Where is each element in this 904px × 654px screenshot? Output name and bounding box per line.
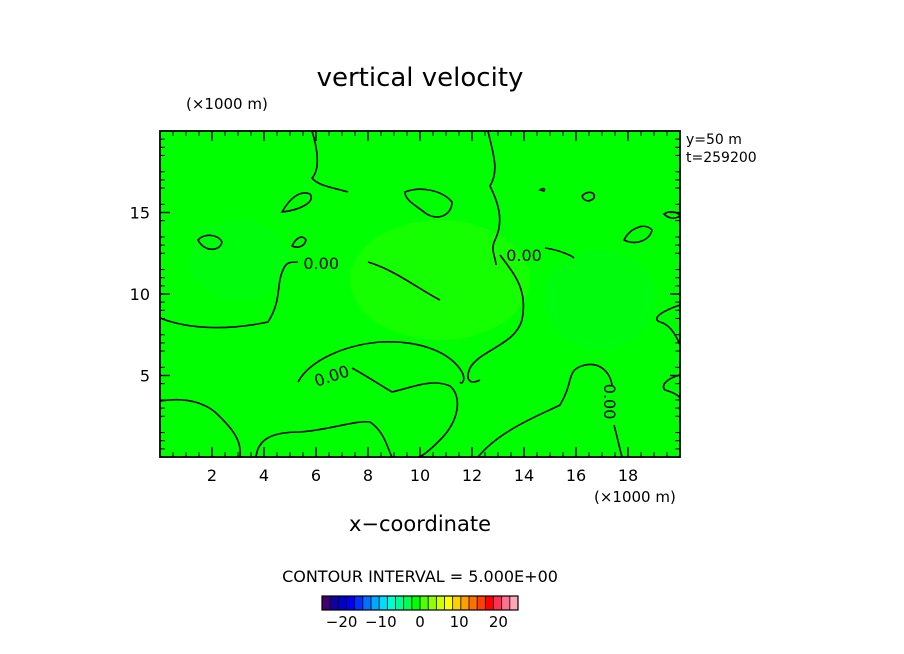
colorbar-swatch	[469, 596, 478, 610]
colorbar-tick-label: 10	[450, 613, 469, 631]
colorbar-swatch	[379, 596, 388, 610]
x-unit-label: (×1000 m)	[594, 488, 676, 506]
colorbar-swatch	[460, 596, 470, 610]
colorbar-swatch	[387, 596, 396, 610]
colorbar-swatch	[428, 596, 437, 610]
field-shade-center	[350, 220, 530, 340]
x-axis: 2 4 6 8 10 12 14 16 18	[207, 131, 638, 485]
colorbar: −20 −10 0 10 20	[321, 595, 519, 631]
x-axis-label: x−coordinate	[349, 512, 491, 536]
x-tick-label: 12	[462, 466, 482, 485]
colorbar-swatch	[362, 596, 372, 610]
colorbar-swatch	[444, 596, 453, 610]
colorbar-swatch	[395, 596, 404, 610]
colorbar-swatch	[436, 596, 445, 610]
minor-ticks	[160, 131, 680, 457]
contour-line	[197, 234, 223, 251]
colorbar-swatch	[338, 596, 347, 610]
info-line-y: y=50 m	[686, 132, 742, 148]
contour-line	[351, 367, 459, 458]
contour-line	[477, 363, 613, 458]
contour-label: 0.00	[506, 246, 542, 265]
x-tick-label: 4	[259, 466, 269, 485]
colorbar-tick-label: 20	[489, 613, 508, 631]
x-tick-label: 16	[566, 466, 586, 485]
contour-label: 0.00	[600, 384, 619, 420]
colorbar-swatch	[420, 596, 429, 610]
field-shade-left	[190, 220, 290, 300]
contour-line	[544, 247, 575, 259]
contour-line	[280, 192, 313, 213]
contour-line	[290, 236, 307, 248]
colorbar-tick-label: −20	[326, 613, 358, 631]
y-tick-label: 10	[130, 285, 150, 304]
contour-line	[662, 374, 681, 399]
colorbar-swatch	[501, 596, 511, 610]
contour-interval-text: CONTOUR INTERVAL = 5.000E+00	[282, 567, 558, 586]
y-tick-label: 15	[130, 204, 150, 223]
x-tick-label: 8	[363, 466, 373, 485]
colorbar-swatch	[485, 596, 494, 610]
contour-labels: 0.00 0.000.000.00	[303, 246, 618, 420]
contour-line	[159, 261, 299, 329]
y-axis: 5 10 15	[130, 204, 680, 386]
x-tick-label: 14	[514, 466, 534, 485]
info-line-t: t=259200	[686, 150, 757, 166]
contour-line	[159, 398, 241, 458]
colorbar-swatch	[346, 596, 355, 610]
contour-line	[467, 254, 525, 383]
colorbar-swatch	[477, 596, 486, 610]
x-tick-label: 18	[618, 466, 638, 485]
contour-line	[404, 188, 453, 218]
x-tick-label: 6	[311, 466, 321, 485]
contour-label: 0.00	[303, 254, 339, 273]
contour-line	[538, 187, 546, 192]
x-tick-label: 2	[207, 466, 217, 485]
contour-line	[622, 225, 653, 244]
colorbar-swatch	[322, 596, 331, 610]
contour-line	[310, 130, 349, 193]
colorbar-swatch	[509, 596, 519, 610]
colorbar-swatch	[371, 596, 380, 610]
colorbar-swatch	[354, 596, 364, 610]
colorbar-swatch	[403, 596, 413, 610]
colorbar-swatch	[411, 596, 421, 610]
contour-line	[581, 191, 596, 202]
colorbar-tick-label: 0	[415, 613, 425, 631]
chart-title: vertical velocity	[317, 63, 524, 93]
field-fill	[160, 131, 680, 457]
contour-line	[367, 261, 441, 301]
colorbar-swatch	[452, 596, 462, 610]
x-tick-label: 10	[410, 466, 430, 485]
contour-line	[297, 341, 465, 384]
y-tick-label: 5	[140, 367, 150, 386]
colorbar-swatch	[330, 596, 339, 610]
contour-line	[487, 130, 501, 266]
colorbar-swatch	[493, 596, 502, 610]
colorbar-tick-label: −10	[365, 613, 397, 631]
contour-line	[655, 304, 681, 346]
y-unit-label: (×1000 m)	[186, 95, 268, 113]
contour-lines	[159, 130, 682, 458]
contour-line	[255, 420, 393, 458]
contour-line	[613, 424, 623, 458]
field-shade-right	[545, 250, 655, 350]
